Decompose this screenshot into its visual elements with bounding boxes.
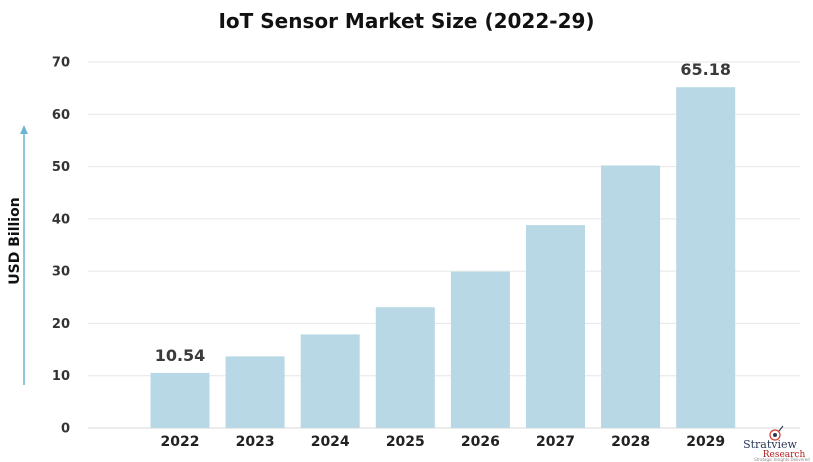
data-label: 65.18 xyxy=(680,60,731,79)
bar-2023 xyxy=(225,356,285,428)
y-tick-label: 50 xyxy=(52,160,70,175)
arrow-head xyxy=(20,125,28,134)
bar-2025 xyxy=(375,307,435,428)
y-tick-label: 70 xyxy=(52,56,70,71)
x-tick-label: 2025 xyxy=(386,434,425,450)
y-tick-label: 20 xyxy=(52,317,70,332)
logo-emblem-icon xyxy=(769,425,784,441)
x-axis-ticks: 2022 2023 2024 2025 2026 2027 2028 2029 xyxy=(161,434,726,450)
logo-name: Stratview xyxy=(743,438,797,451)
y-tick-label: 30 xyxy=(52,265,70,280)
y-axis-arrow xyxy=(20,125,28,385)
x-tick-label: 2023 xyxy=(236,434,275,450)
y-tick-label: 10 xyxy=(52,369,70,384)
x-tick-label: 2028 xyxy=(611,434,650,450)
x-tick-label: 2024 xyxy=(311,434,350,450)
bar-2028 xyxy=(601,165,661,429)
logo-tagline: Strategic Insights Delivered xyxy=(754,457,810,462)
x-tick-label: 2022 xyxy=(161,434,200,450)
bars xyxy=(150,87,736,429)
bar-2022 xyxy=(150,372,210,428)
y-axis-ticks: 0 10 20 30 40 50 60 70 xyxy=(52,56,70,437)
y-tick-label: 60 xyxy=(52,108,70,123)
y-tick-label: 40 xyxy=(52,212,70,227)
bar-2024 xyxy=(300,334,360,428)
y-axis-label: USD Billion xyxy=(7,197,23,284)
bar-2027 xyxy=(526,225,585,428)
bar-2026 xyxy=(450,271,510,428)
x-tick-label: 2026 xyxy=(461,434,500,450)
data-label: 10.54 xyxy=(155,346,206,365)
chart-title: IoT Sensor Market Size (2022-29) xyxy=(218,9,594,33)
y-tick-label: 0 xyxy=(61,422,70,437)
logo-sub: Research xyxy=(763,450,806,460)
x-tick-label: 2027 xyxy=(536,434,575,450)
bar-2029 xyxy=(676,87,736,428)
x-tick-label: 2029 xyxy=(686,434,725,450)
data-labels: 10.54 65.18 xyxy=(155,60,731,365)
stratview-logo: Stratview Research Strategic Insights De… xyxy=(743,425,810,462)
